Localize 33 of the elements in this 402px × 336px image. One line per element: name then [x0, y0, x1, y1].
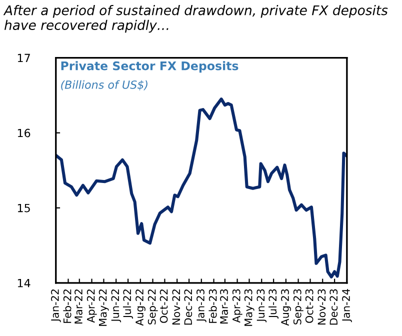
x-tick-label: Feb-23	[208, 289, 217, 323]
x-tick-label: Jan-22	[51, 290, 61, 322]
x-tick-label: Oct-22	[160, 290, 168, 323]
y-tick-label: 14	[18, 279, 30, 288]
line-series	[56, 98, 347, 278]
x-tick-label: Aug-22	[136, 290, 146, 326]
x-tick-label: Apr-22	[86, 290, 97, 323]
x-tick-label: Dec-23	[330, 289, 338, 325]
x-tick-label: May-23	[244, 289, 254, 326]
x-tick-label: Jan-24	[342, 289, 352, 322]
x-tick-label: Jul-22	[123, 290, 133, 319]
y-tick-label: 16	[18, 128, 30, 138]
y-tick-label: 15	[18, 204, 30, 212]
x-tick-label: Aug-23	[281, 289, 291, 326]
x-tick-label: Sep-22	[148, 290, 158, 324]
x-tick-label: Jun-22	[111, 290, 122, 322]
chart-title: After a period of sustained drawdown, private FX deposits have recovered rapidly…	[3, 5, 388, 33]
x-tick-label: Jan-23	[196, 289, 206, 322]
x-tick-label: Nov-23	[318, 289, 326, 325]
x-tick-label: Mar-22	[74, 290, 82, 324]
x-tick-label: Nov-22	[172, 290, 180, 325]
x-tick-label: Feb-22	[63, 290, 72, 323]
x-tick-label: Oct-23	[305, 289, 314, 323]
x-tick-label: Mar-23	[220, 289, 228, 324]
x-tick-label: Dec-22	[184, 290, 192, 325]
y-tick-label: 17	[18, 54, 30, 62]
x-tick-label: Jul-23	[268, 289, 279, 319]
x-tick-label: Sep-23	[293, 289, 304, 324]
x-tick-label: Jun-23	[256, 289, 267, 322]
x-tick-label: May-22	[98, 290, 109, 326]
annotation: (Billions of US$)	[61, 80, 148, 90]
x-tick-label: Apr-23	[232, 289, 242, 323]
annotation: Private Sector FX Deposits	[61, 61, 238, 73]
